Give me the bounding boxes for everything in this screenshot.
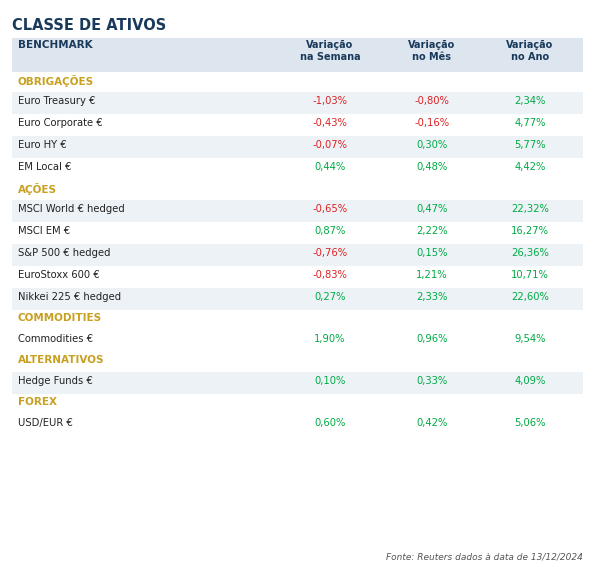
Bar <box>12 288 583 310</box>
Text: 4,77%: 4,77% <box>514 118 546 128</box>
Text: 0,44%: 0,44% <box>314 162 346 172</box>
Bar <box>12 244 583 266</box>
Text: 0,33%: 0,33% <box>416 376 447 386</box>
Text: 4,09%: 4,09% <box>514 376 546 386</box>
Text: EuroStoxx 600 €: EuroStoxx 600 € <box>18 270 99 280</box>
Text: S&P 500 € hedged: S&P 500 € hedged <box>18 248 111 258</box>
Bar <box>12 38 583 72</box>
Text: Euro Treasury €: Euro Treasury € <box>18 96 95 106</box>
Text: Variação
na Semana: Variação na Semana <box>300 40 361 62</box>
Text: Euro HY €: Euro HY € <box>18 140 67 150</box>
Text: ALTERNATIVOS: ALTERNATIVOS <box>18 355 105 365</box>
Text: 4,42%: 4,42% <box>514 162 546 172</box>
Text: 0,27%: 0,27% <box>314 292 346 302</box>
Text: -0,43%: -0,43% <box>312 118 347 128</box>
Text: MSCI World € hedged: MSCI World € hedged <box>18 204 125 214</box>
Text: Fonte: Reuters dados à data de 13/12/2024: Fonte: Reuters dados à data de 13/12/202… <box>386 552 583 561</box>
Text: MSCI EM €: MSCI EM € <box>18 226 70 236</box>
Text: 22,32%: 22,32% <box>511 204 549 214</box>
Text: FOREX: FOREX <box>18 397 57 407</box>
Text: BENCHMARK: BENCHMARK <box>18 40 93 50</box>
Bar <box>12 266 583 288</box>
Text: 26,36%: 26,36% <box>511 248 549 258</box>
Bar <box>12 352 583 372</box>
Text: 0,30%: 0,30% <box>416 140 447 150</box>
Text: Variação
no Mês: Variação no Mês <box>408 40 456 62</box>
Bar <box>12 222 583 244</box>
Bar <box>12 330 583 352</box>
Text: 0,96%: 0,96% <box>416 334 448 344</box>
Text: 5,77%: 5,77% <box>514 140 546 150</box>
Text: OBRIGAÇÕES: OBRIGAÇÕES <box>18 75 94 87</box>
Text: 0,42%: 0,42% <box>416 418 447 428</box>
Text: 10,71%: 10,71% <box>511 270 549 280</box>
Text: 9,54%: 9,54% <box>514 334 546 344</box>
Text: 22,60%: 22,60% <box>511 292 549 302</box>
Text: -0,76%: -0,76% <box>312 248 347 258</box>
Text: 2,22%: 2,22% <box>416 226 448 236</box>
Text: 0,60%: 0,60% <box>314 418 346 428</box>
Text: 2,33%: 2,33% <box>416 292 447 302</box>
Text: -0,16%: -0,16% <box>415 118 450 128</box>
Text: 0,48%: 0,48% <box>416 162 447 172</box>
Text: 0,47%: 0,47% <box>416 204 447 214</box>
Text: AÇÕES: AÇÕES <box>18 183 57 195</box>
Text: 5,06%: 5,06% <box>514 418 546 428</box>
Text: CLASSE DE ATIVOS: CLASSE DE ATIVOS <box>12 18 166 33</box>
Text: 1,90%: 1,90% <box>314 334 346 344</box>
Bar <box>12 394 583 414</box>
Text: EM Local €: EM Local € <box>18 162 71 172</box>
Bar <box>12 72 583 92</box>
Bar <box>12 158 583 180</box>
Text: USD/EUR €: USD/EUR € <box>18 418 73 428</box>
Text: 0,87%: 0,87% <box>314 226 346 236</box>
Text: -0,07%: -0,07% <box>312 140 347 150</box>
Bar <box>12 372 583 394</box>
Text: -0,65%: -0,65% <box>312 204 347 214</box>
Text: 1,21%: 1,21% <box>416 270 448 280</box>
Bar <box>12 310 583 330</box>
Text: Hedge Funds €: Hedge Funds € <box>18 376 93 386</box>
Text: Euro Corporate €: Euro Corporate € <box>18 118 102 128</box>
Text: Nikkei 225 € hedged: Nikkei 225 € hedged <box>18 292 121 302</box>
Text: 0,10%: 0,10% <box>314 376 346 386</box>
Text: 16,27%: 16,27% <box>511 226 549 236</box>
Bar <box>12 136 583 158</box>
Bar <box>12 114 583 136</box>
Text: 0,15%: 0,15% <box>416 248 448 258</box>
Bar <box>12 414 583 436</box>
Bar <box>12 180 583 200</box>
Text: Variação
no Ano: Variação no Ano <box>506 40 553 62</box>
Text: 2,34%: 2,34% <box>514 96 546 106</box>
Bar <box>12 92 583 114</box>
Text: COMMODITIES: COMMODITIES <box>18 313 102 323</box>
Text: -0,80%: -0,80% <box>415 96 449 106</box>
Text: Commodities €: Commodities € <box>18 334 93 344</box>
Bar <box>12 200 583 222</box>
Text: -0,83%: -0,83% <box>312 270 347 280</box>
Text: -1,03%: -1,03% <box>312 96 347 106</box>
